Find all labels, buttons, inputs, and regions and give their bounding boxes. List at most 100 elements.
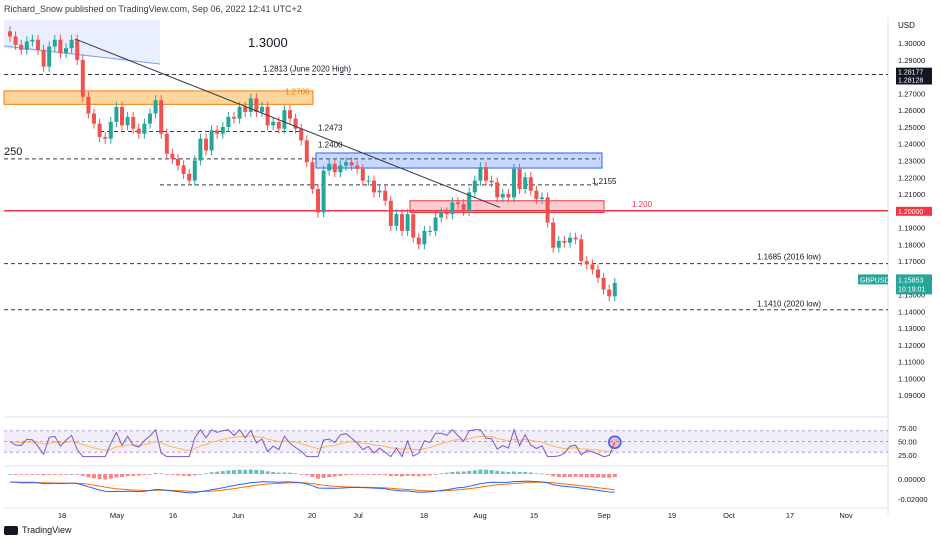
macd-histogram-bar — [478, 469, 483, 474]
tradingview-logo-text: TradingView — [22, 525, 72, 535]
candle-body — [187, 173, 192, 181]
macd-tick-label: 0.00000 — [898, 475, 925, 484]
candle-body — [80, 59, 85, 97]
rsi-signal-line — [9, 435, 615, 453]
macd-histogram-bar — [226, 470, 231, 474]
candle-body — [612, 282, 617, 297]
attribution-text: Richard_Snow published on TradingView.co… — [4, 4, 302, 14]
candle-body — [405, 214, 410, 231]
price-tag-label: 1.20000 — [898, 209, 923, 216]
macd-histogram-bar — [114, 474, 119, 478]
candle-body — [114, 106, 119, 122]
candle-body — [41, 49, 46, 67]
macd-histogram-bar — [288, 472, 292, 474]
macd-histogram-bar — [360, 474, 365, 475]
macd-histogram-bar — [355, 474, 360, 475]
macd-histogram-bar — [293, 473, 298, 475]
macd-histogram-bar — [394, 474, 399, 477]
candle-body — [276, 121, 281, 129]
macd-histogram-bar — [304, 474, 309, 476]
macd-histogram-bar — [372, 474, 376, 475]
candle-body — [260, 106, 264, 112]
candle-body — [528, 177, 533, 191]
macd-histogram-bar — [467, 470, 472, 474]
y-tick-label: 1.23000 — [898, 157, 925, 166]
candle-body — [243, 106, 248, 112]
candle-body — [52, 39, 57, 47]
rsi-highlight-circle — [608, 435, 622, 449]
candle-body — [411, 214, 416, 238]
candle-body — [204, 138, 208, 151]
y-tick-label: 1.09000 — [898, 391, 925, 400]
candle-body — [209, 130, 214, 151]
level-label-12400: 1.2400 — [318, 141, 343, 150]
macd-histogram-bar — [528, 472, 533, 474]
candle-body — [467, 192, 472, 211]
candle-body — [310, 162, 315, 190]
candle-body — [13, 36, 18, 45]
macd-histogram-bar — [204, 473, 208, 475]
x-tick-label: Nov — [839, 511, 853, 520]
candle-body — [366, 180, 371, 182]
macd-histogram-bar — [422, 474, 427, 476]
symbol-tag-label: GBPUSD — [860, 277, 890, 284]
candle-body — [36, 39, 40, 50]
candle-body — [304, 140, 309, 163]
candle-body — [220, 126, 225, 134]
macd-histogram-bar — [170, 474, 175, 475]
candle-body — [176, 158, 180, 166]
macd-histogram-bar — [338, 474, 343, 476]
resistance-zone-12700 — [3, 90, 314, 105]
macd-histogram-bar — [136, 474, 141, 476]
symbol-tag-bg — [858, 274, 888, 285]
macd-histogram-bar — [579, 474, 584, 478]
x-tick-label: 18 — [58, 511, 66, 520]
price-tag-label: 1.28128 — [898, 78, 923, 85]
candle-body — [383, 190, 388, 201]
macd-histogram-bar — [607, 474, 612, 478]
candle-body — [271, 121, 276, 126]
macd-histogram-bar — [439, 473, 444, 475]
candle-body — [422, 230, 427, 245]
macd-histogram-bar — [282, 472, 287, 474]
candle-body — [360, 168, 365, 181]
candle-body — [512, 168, 516, 198]
macd-histogram-bar — [377, 474, 382, 475]
candle-body — [254, 98, 259, 112]
macd-histogram-bar — [332, 474, 337, 477]
macd-histogram-bar — [265, 471, 270, 474]
macd-histogram-bar — [103, 474, 108, 480]
candle-body — [573, 237, 578, 240]
macd-signal-line — [9, 481, 615, 493]
macd-histogram-bar — [13, 474, 18, 475]
macd-histogram-bar — [540, 473, 544, 475]
candle-body — [579, 239, 584, 262]
trendline — [74, 38, 501, 208]
candle-body — [416, 237, 421, 245]
y-tick-label: 1.30000 — [898, 39, 925, 48]
candle-body — [299, 128, 304, 141]
candle-body — [540, 197, 544, 200]
x-tick-label: May — [110, 511, 124, 520]
candle-body — [75, 39, 80, 60]
macd-histogram-bar — [400, 474, 404, 477]
candle-body — [349, 162, 354, 166]
y-tick-label: 1.25000 — [898, 123, 925, 132]
blue-zone — [315, 152, 603, 169]
zone-edge-line — [3, 45, 161, 65]
level-label-2016-low: 1.1685 (2016 low) — [757, 253, 821, 262]
macd-histogram-bar — [97, 474, 102, 480]
candle-body — [131, 116, 136, 129]
price-tag: 1.28177 — [896, 67, 932, 77]
macd-histogram-bar — [450, 471, 455, 474]
x-tick-label: Oct — [723, 511, 736, 520]
macd-histogram-bar — [215, 471, 220, 474]
level-label-june-2020-high: 1.2813 (June 2020 High) — [263, 65, 351, 74]
y-tick-label: 1.21000 — [898, 190, 925, 199]
candle-body — [338, 165, 343, 173]
macd-histogram-bar — [584, 474, 589, 478]
candle-body — [327, 163, 332, 171]
candle-body — [232, 116, 236, 119]
